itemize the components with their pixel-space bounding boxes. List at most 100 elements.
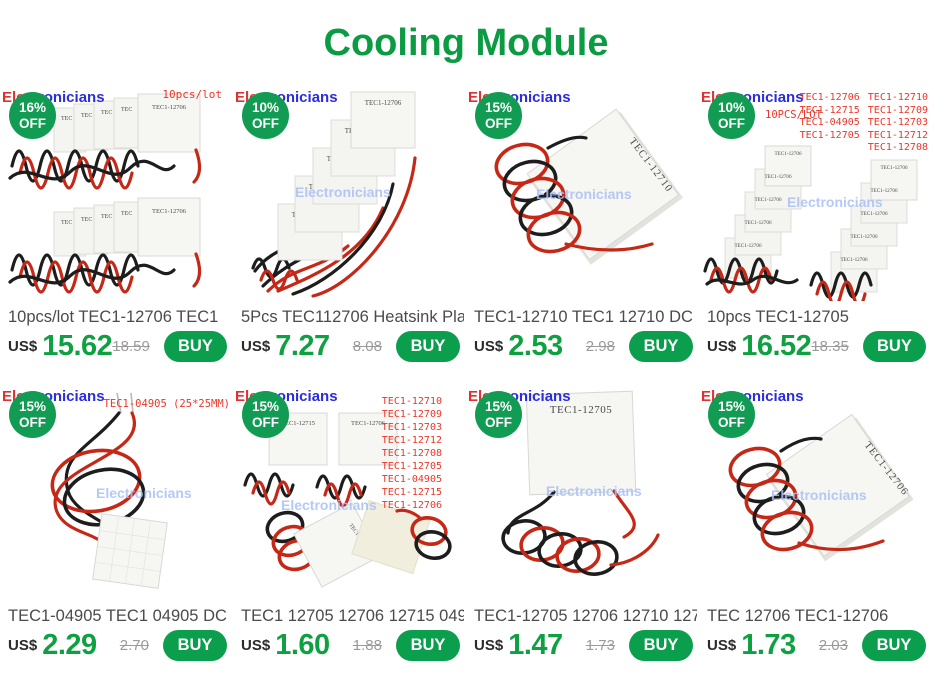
center-watermark: Electronicians	[787, 194, 883, 210]
price-row: US$ 2.53 2.98 BUY	[474, 330, 693, 363]
model-list-col: TEC1-12706 TEC1-12715 TEC1-04905 TEC1-12…	[799, 92, 860, 141]
plate-label: TEC1-12706	[850, 234, 877, 240]
product-card: Electronicians 15%OFF TEC1-12710 TEC1-12…	[233, 385, 466, 662]
model-list-col: TEC1-12710 TEC1-12709 TEC1-12703 TEC1-12…	[867, 92, 928, 153]
product-photo-tec-cascade: TEC1-12706 TEC1-12706 TEC1-12706 TEC1-12…	[251, 91, 417, 298]
plate-label: TEC1-12706	[860, 211, 887, 217]
product-image[interactable]: Electronicians 10%OFF Electronicians TEC…	[233, 86, 466, 301]
currency: US$	[474, 338, 504, 355]
price: 16.52	[741, 330, 812, 362]
price: 2.53	[508, 330, 563, 362]
lot-note: 10pcs/lot	[162, 88, 222, 101]
center-watermark: Electronicians	[536, 186, 632, 202]
buy-button[interactable]: BUY	[862, 331, 926, 362]
price: 2.29	[42, 629, 97, 661]
product-image[interactable]: Electronicians 15%OFF TEC1-04905 (25*25M…	[0, 385, 233, 600]
buy-button[interactable]: BUY	[396, 331, 460, 362]
product-card: Electronicians 15%OFF TEC1-12710 Electro…	[466, 86, 699, 363]
center-watermark: Electronicians	[546, 483, 642, 499]
plate-label: TEC	[61, 220, 72, 226]
buy-button[interactable]: BUY	[629, 331, 693, 362]
plate-label: TEC1-12705	[550, 404, 612, 416]
product-title[interactable]: 10pcs/lot TEC1-12706 TEC1	[8, 308, 219, 326]
buy-button[interactable]: BUY	[862, 630, 926, 661]
buy-button[interactable]: BUY	[163, 630, 227, 661]
currency: US$	[707, 338, 737, 355]
old-price: 18.35	[811, 338, 849, 355]
product-title[interactable]: TEC 12706 TEC1-12706	[707, 607, 889, 625]
product-image[interactable]: Electronicians 15%OFF Electronicians TEC…	[466, 385, 699, 600]
plate-label: TEC	[121, 107, 132, 113]
product-image[interactable]: Electronicians 15%OFF TEC1-12710 Electro…	[466, 86, 699, 301]
old-price: 2.98	[585, 338, 615, 355]
plate-label: TEC1-12706	[870, 188, 897, 194]
plate-label: TEC1-12706	[880, 165, 907, 171]
center-watermark: Electronicians	[771, 487, 867, 503]
product-title[interactable]: TEC1-04905 TEC1 04905 DC 5V	[8, 607, 231, 625]
discount-badge: 15% OFF	[9, 391, 56, 438]
discount-badge: 15% OFF	[475, 92, 522, 139]
price: 1.73	[741, 629, 796, 661]
product-card: Electronicians 15%OFF TEC1-12706 Electro…	[699, 385, 932, 662]
plate-label: TEC	[101, 110, 112, 116]
center-watermark: Electronicians	[96, 485, 192, 501]
plate-label: TEC1-12706	[744, 220, 771, 226]
product-card: Electronicians 10%OFF 10PCS/LOT TEC1-127…	[699, 86, 932, 363]
plate-label: TEC1-12706	[152, 208, 187, 215]
buy-button[interactable]: BUY	[163, 331, 227, 362]
plate-label: TEC1-12706	[774, 151, 801, 157]
plate-label: TEC1-12706	[754, 197, 781, 203]
product-title[interactable]: TEC1-12705 12706 12710 12715	[474, 607, 697, 625]
price-row: US$ 1.60 1.88 BUY	[241, 629, 460, 662]
old-price: 2.70	[119, 637, 149, 654]
currency: US$	[8, 338, 38, 355]
old-price: 2.03	[818, 637, 848, 654]
product-image[interactable]: Electronicians 15%OFF TEC1-12706 Electro…	[699, 385, 932, 600]
currency: US$	[241, 637, 271, 654]
product-photo-tec-stack: TEC TEC TEC TEC TEC1-12706 TEC	[8, 93, 202, 294]
product-title[interactable]: TEC1 12705 12706 12715 04905	[241, 607, 464, 625]
lot-note: 10PCS/LOT	[765, 109, 822, 121]
product-card: Electronicians 15%OFF TEC1-04905 (25*25M…	[0, 385, 233, 662]
size-note: TEC1-04905 (25*25MM)	[103, 398, 230, 410]
old-price: 18.59	[112, 338, 150, 355]
plate-label: TEC	[101, 214, 112, 220]
currency: US$	[474, 637, 504, 654]
discount-badge: 15% OFF	[475, 391, 522, 438]
product-photo-tec-small	[50, 392, 168, 589]
plate-label: TEC	[61, 116, 72, 122]
model-list: TEC1-12710 TEC1-12709 TEC1-12703 TEC1-12…	[381, 396, 442, 511]
plate-label: TEC1-12706	[764, 174, 791, 180]
product-title[interactable]: 10pcs TEC1-12705	[707, 308, 849, 326]
product-image[interactable]: Electronicians 15%OFF TEC1-12710 TEC1-12…	[233, 385, 466, 600]
center-watermark: Electronicians	[295, 184, 391, 200]
product-card: Electronicians 10%OFF Electronicians TEC…	[233, 86, 466, 363]
plate-label: TEC1-12706	[734, 243, 761, 249]
product-image[interactable]: Electronicians 10%OFF 10PCS/LOT TEC1-127…	[699, 86, 932, 301]
plate-label: TEC1-12706	[351, 420, 386, 427]
discount-badge: 10% OFF	[708, 92, 755, 139]
price-row: US$ 1.47 1.73 BUY	[474, 629, 693, 662]
product-grid: Electronicians 16%OFF 10pcs/lot TEC TEC …	[0, 86, 932, 662]
old-price: 8.08	[352, 338, 382, 355]
currency: US$	[241, 338, 271, 355]
buy-button[interactable]: BUY	[629, 630, 693, 661]
discount-badge: 16% OFF	[9, 92, 56, 139]
buy-button[interactable]: BUY	[396, 630, 460, 661]
discount-badge: 10% OFF	[242, 92, 289, 139]
model-list: TEC1-12706 TEC1-12715 TEC1-04905 TEC1-12…	[800, 92, 928, 155]
plate-label: TEC1-12706	[152, 104, 187, 111]
page-title: Cooling Module	[323, 21, 609, 64]
currency: US$	[707, 637, 737, 654]
price-row: US$ 7.27 8.08 BUY	[241, 330, 460, 363]
discount-badge: 15% OFF	[708, 391, 755, 438]
price-row: US$ 16.52 18.35 BUY	[707, 330, 926, 363]
product-image[interactable]: Electronicians 16%OFF 10pcs/lot TEC TEC …	[0, 86, 233, 301]
price: 1.60	[275, 629, 330, 661]
plate-label: TEC	[81, 113, 92, 119]
product-title[interactable]: 5Pcs TEC112706 Heatsink Plate	[241, 308, 464, 326]
price: 7.27	[275, 330, 330, 362]
product-photo-tec-single: TEC1-12710	[494, 108, 684, 265]
product-title[interactable]: TEC1-12710 TEC1 12710 DC 12V	[474, 308, 697, 326]
price-row: US$ 1.73 2.03 BUY	[707, 629, 926, 662]
